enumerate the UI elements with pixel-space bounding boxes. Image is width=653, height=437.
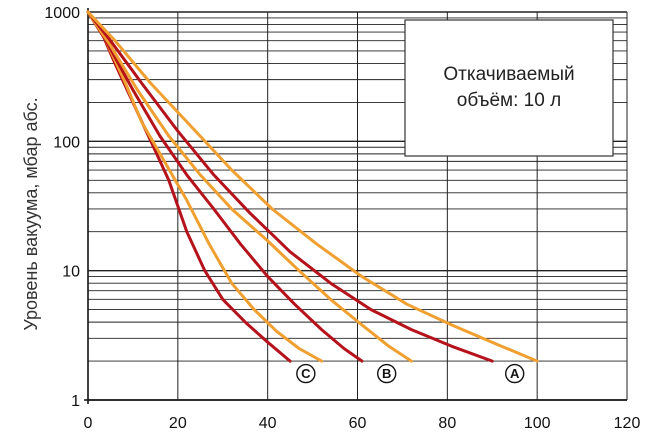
series-line-c-orange: [86, 10, 324, 363]
group-label-circle: [376, 363, 397, 384]
series-line-b-red: [86, 10, 364, 363]
group-label-c: C: [296, 363, 316, 384]
y-tick-label: 1000: [44, 5, 80, 22]
annotation-frame: [404, 19, 614, 157]
x-tick-label: 100: [524, 415, 551, 432]
axes: [84, 8, 627, 404]
x-tick-label: 120: [614, 415, 641, 432]
group-label-circle: [296, 363, 316, 384]
y-tick-label: 10: [62, 264, 80, 281]
x-tick-label: 20: [169, 415, 187, 432]
x-tick-label: 80: [438, 415, 456, 432]
group-label-b: B: [376, 363, 397, 384]
group-label-text: C: [301, 366, 311, 381]
series-line-a-red: [86, 10, 494, 363]
annotation-box: Откачиваемый объём: 10 л: [404, 19, 614, 157]
y-tick-label: 100: [53, 134, 80, 151]
group-label-text: B: [382, 366, 391, 381]
y-tick-label: 1: [71, 393, 80, 410]
group-label-a: A: [505, 363, 525, 384]
group-label-text: A: [510, 366, 520, 381]
x-tick-label: 40: [259, 415, 277, 432]
series-lines: [86, 10, 539, 363]
annotation-line-2: объём: 10 л: [457, 90, 561, 111]
x-tick-label: 60: [349, 415, 367, 432]
x-tick-label: 0: [84, 415, 93, 432]
series-line-a-orange: [86, 10, 539, 363]
series-line-b-orange: [86, 10, 413, 363]
group-label-circle: [505, 363, 525, 384]
y-axis-label: Уровень вакуума, мбар абс.: [21, 97, 41, 330]
annotation-line-1: Откачиваемый: [443, 64, 574, 85]
